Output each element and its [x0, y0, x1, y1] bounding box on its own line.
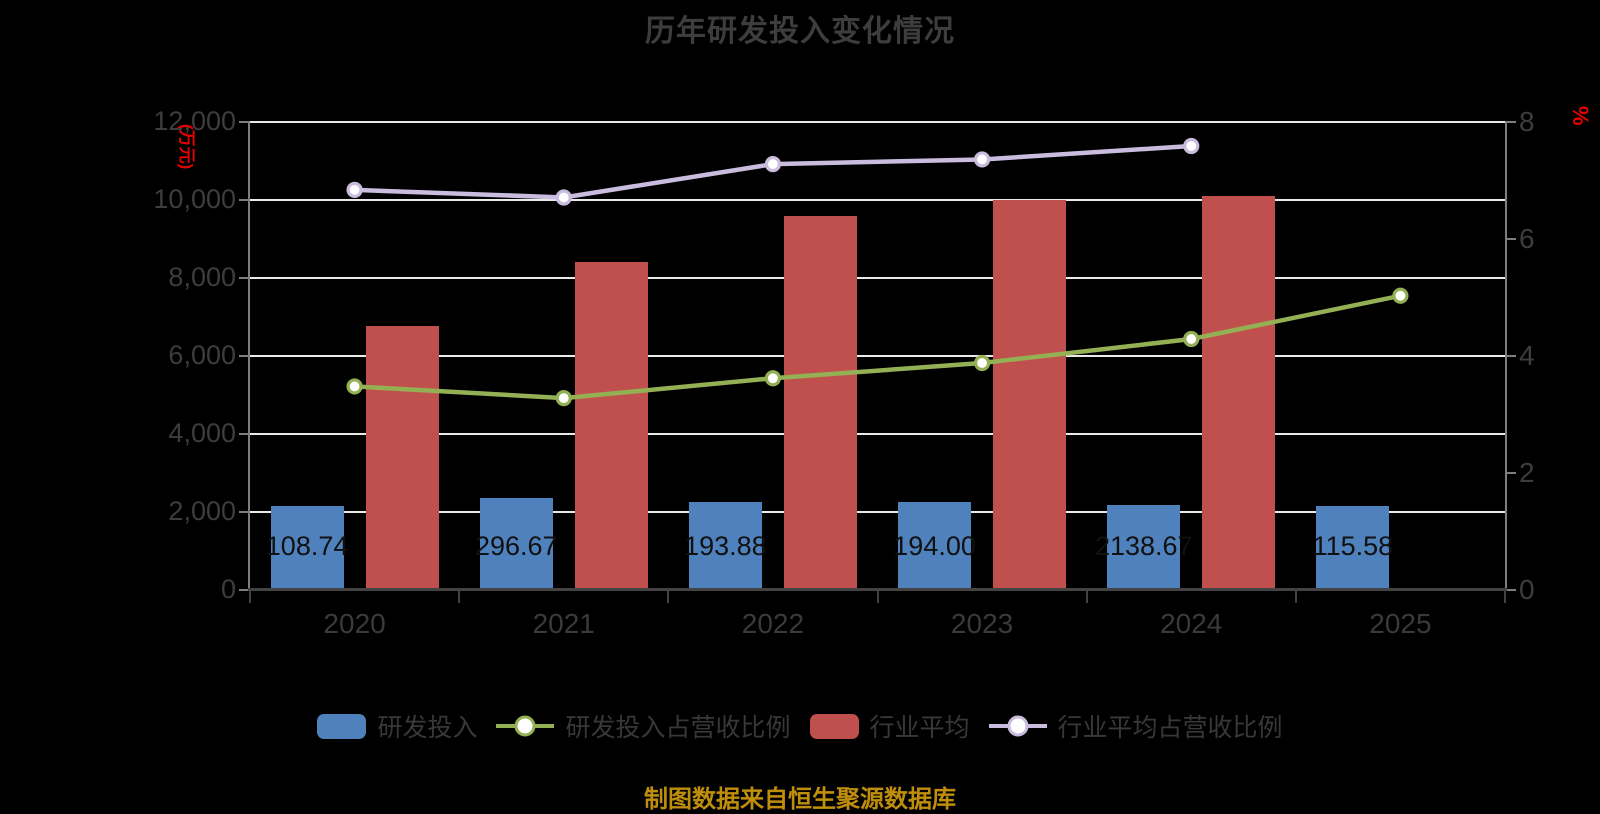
x-axis-tick — [1294, 591, 1297, 603]
y-axis-tick — [239, 433, 250, 435]
legend-item: 研发投入 — [317, 708, 477, 744]
bar-value-label: 2138.67 — [1094, 531, 1193, 561]
legend-item: 研发投入占营收比例 — [496, 708, 791, 744]
bar-rd-investment — [1316, 505, 1390, 588]
legend-line-marker-icon — [988, 715, 1047, 737]
y-axis-tick — [239, 511, 250, 513]
line-series-marker — [1392, 287, 1409, 304]
x-axis-tick-label: 2020 — [323, 608, 386, 639]
legend-line-marker-icon — [496, 715, 555, 737]
bar-industry-average — [783, 215, 857, 588]
bar-rd-investment — [688, 502, 762, 588]
line-series-marker — [1183, 137, 1200, 155]
bar-value-label: 296.67 — [474, 531, 558, 561]
y-axis-tick — [239, 355, 250, 357]
line-series-marker — [555, 189, 572, 206]
left-axis-line — [248, 122, 250, 590]
bar-value-label: 108.74 — [265, 531, 349, 561]
x-axis-tick — [458, 591, 461, 603]
x-axis-tick — [1085, 591, 1088, 603]
y2-axis-tick — [1505, 121, 1516, 123]
x-axis-tick-label: 2025 — [1369, 608, 1432, 639]
chart-title: 历年研发投入变化情况 — [645, 15, 955, 48]
y2-axis-tick-label: 2 — [1519, 457, 1535, 488]
x-axis-tick — [667, 591, 670, 603]
legend-item-label: 研发投入 — [377, 714, 478, 742]
line-series-marker — [973, 151, 991, 168]
y2-axis-tick — [1505, 355, 1516, 357]
legend-bar-swatch — [317, 713, 367, 739]
bar-rd-investment — [1107, 504, 1181, 588]
y-axis-tick-label: 2,000 — [168, 496, 236, 526]
gridline — [250, 199, 1505, 201]
x-axis-tick-label: 2023 — [950, 608, 1014, 639]
y2-axis-tick-label: 8 — [1519, 106, 1535, 137]
x-axis-line — [248, 588, 1507, 591]
line-series-marker — [764, 156, 782, 173]
legend-marker-dot — [1007, 715, 1029, 737]
bar-rd-investment — [270, 505, 344, 588]
gridline — [250, 121, 1505, 123]
y-axis-tick-label: 8,000 — [168, 262, 236, 292]
gridline — [250, 277, 1505, 279]
line-series-marker — [1183, 330, 1200, 348]
y-axis-tick — [239, 121, 250, 123]
y2-axis-tick-label: 4 — [1519, 340, 1535, 371]
right-axis-line — [1505, 122, 1507, 590]
legend-item-label: 行业平均 — [869, 714, 970, 742]
x-axis-tick — [249, 591, 251, 603]
legend: 研发投入 研发投入占营收比例 行业平均 行业平均占营收比例 — [0, 708, 1600, 744]
x-axis-tick — [876, 591, 879, 603]
y-axis-tick — [239, 199, 250, 201]
bar-industry-average — [574, 261, 648, 588]
y2-axis-tick — [1505, 238, 1516, 240]
y2-axis-tick-label: 6 — [1519, 223, 1535, 254]
data-source-caption: 制图数据来自恒生聚源数据库 — [644, 786, 956, 813]
y-axis-tick-label: 6,000 — [168, 340, 236, 370]
line-series-marker — [346, 181, 363, 198]
bar-value-label: 115.58 — [1312, 531, 1394, 561]
legend-bar-swatch — [809, 713, 859, 739]
y-axis-tick-label: 4,000 — [168, 418, 236, 448]
legend-item-label: 行业平均占营收比例 — [1057, 714, 1283, 742]
x-axis-tick-label: 2021 — [532, 608, 595, 639]
gridline — [250, 511, 1505, 513]
y2-axis-tick — [1505, 589, 1516, 591]
line-series-marker — [973, 354, 991, 372]
line-industry-ratio — [352, 143, 1194, 200]
y2-axis-tick-label: 0 — [1519, 574, 1535, 605]
y-axis-tick — [239, 277, 250, 279]
plot-area: 12,000 10,000 8,000 6,000 4,000 2,000 0 8 6 4 2 0 20… — [153, 106, 1534, 639]
legend-item: 行业平均 — [809, 708, 970, 744]
bar-rd-investment — [898, 502, 972, 588]
bar-industry-average — [365, 325, 439, 588]
x-axis-tick — [1504, 591, 1506, 603]
x-axis-tick-label: 2022 — [741, 608, 805, 639]
bar-industry-average — [993, 199, 1067, 588]
gridline — [250, 433, 1505, 435]
legend-marker-dot — [514, 715, 536, 737]
bar-industry-average — [1202, 196, 1276, 588]
bar-rd-investment — [479, 498, 553, 588]
legend-item-label: 研发投入占营收比例 — [565, 714, 791, 742]
line-series-marker — [346, 378, 363, 395]
y-axis-tick — [239, 589, 250, 591]
x-axis-tick-label: 2024 — [1160, 608, 1223, 639]
bar-value-label: 194.00 — [893, 531, 976, 561]
y-axis-tick-label: 0 — [220, 574, 236, 604]
legend-item: 行业平均占营收比例 — [988, 708, 1283, 744]
bar-value-label: 193.88 — [684, 531, 767, 561]
line-series-marker — [555, 390, 572, 407]
y-axis-tick-label: 12,000 — [153, 106, 236, 136]
y-axis-tick-label: 10,000 — [153, 184, 236, 214]
y2-axis-tick — [1505, 472, 1516, 474]
line-series-marker — [764, 370, 782, 387]
